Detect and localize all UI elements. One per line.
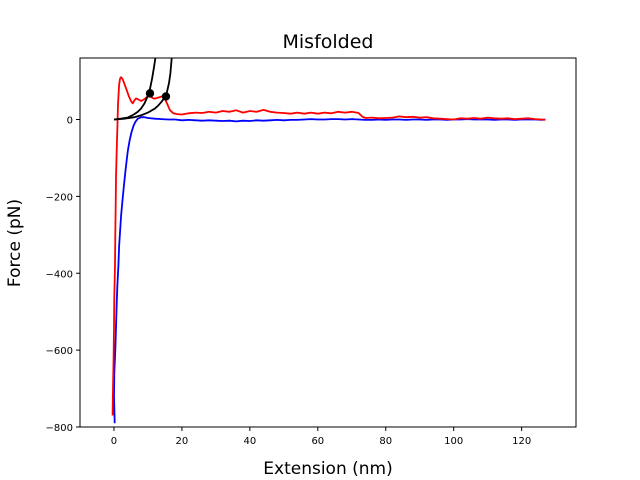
- plot-frame: [79, 57, 577, 428]
- x-tick-label: 100: [444, 436, 463, 447]
- y-tick-label: −800: [46, 423, 73, 434]
- axes: 0 20 40 60 80 100 120 −800 −600 −400 −200 0: [46, 116, 532, 448]
- y-axis-title: Force (pN): [5, 199, 25, 287]
- extend-trace-red: [111, 76, 546, 416]
- wlc-fit-curve-2: [113, 58, 173, 121]
- x-tick-label: 120: [512, 436, 531, 447]
- rupture-point-marker-2: [161, 92, 171, 101]
- x-tick-label: 60: [311, 436, 324, 447]
- x-tick-label: 40: [243, 436, 256, 447]
- plot-area: [111, 58, 546, 424]
- y-tick-label: −400: [46, 269, 73, 280]
- y-tick-label: −600: [46, 346, 73, 357]
- rupture-point-marker-1: [145, 89, 155, 98]
- y-tick-label: 0: [67, 116, 73, 127]
- y-tick-label: −200: [46, 192, 73, 203]
- x-tick-label: 80: [379, 436, 392, 447]
- chart-title: Misfolded: [283, 31, 374, 53]
- x-axis-title: Extension (nm): [263, 459, 392, 479]
- x-tick-label: 0: [111, 436, 117, 447]
- x-tick-label: 20: [176, 436, 189, 447]
